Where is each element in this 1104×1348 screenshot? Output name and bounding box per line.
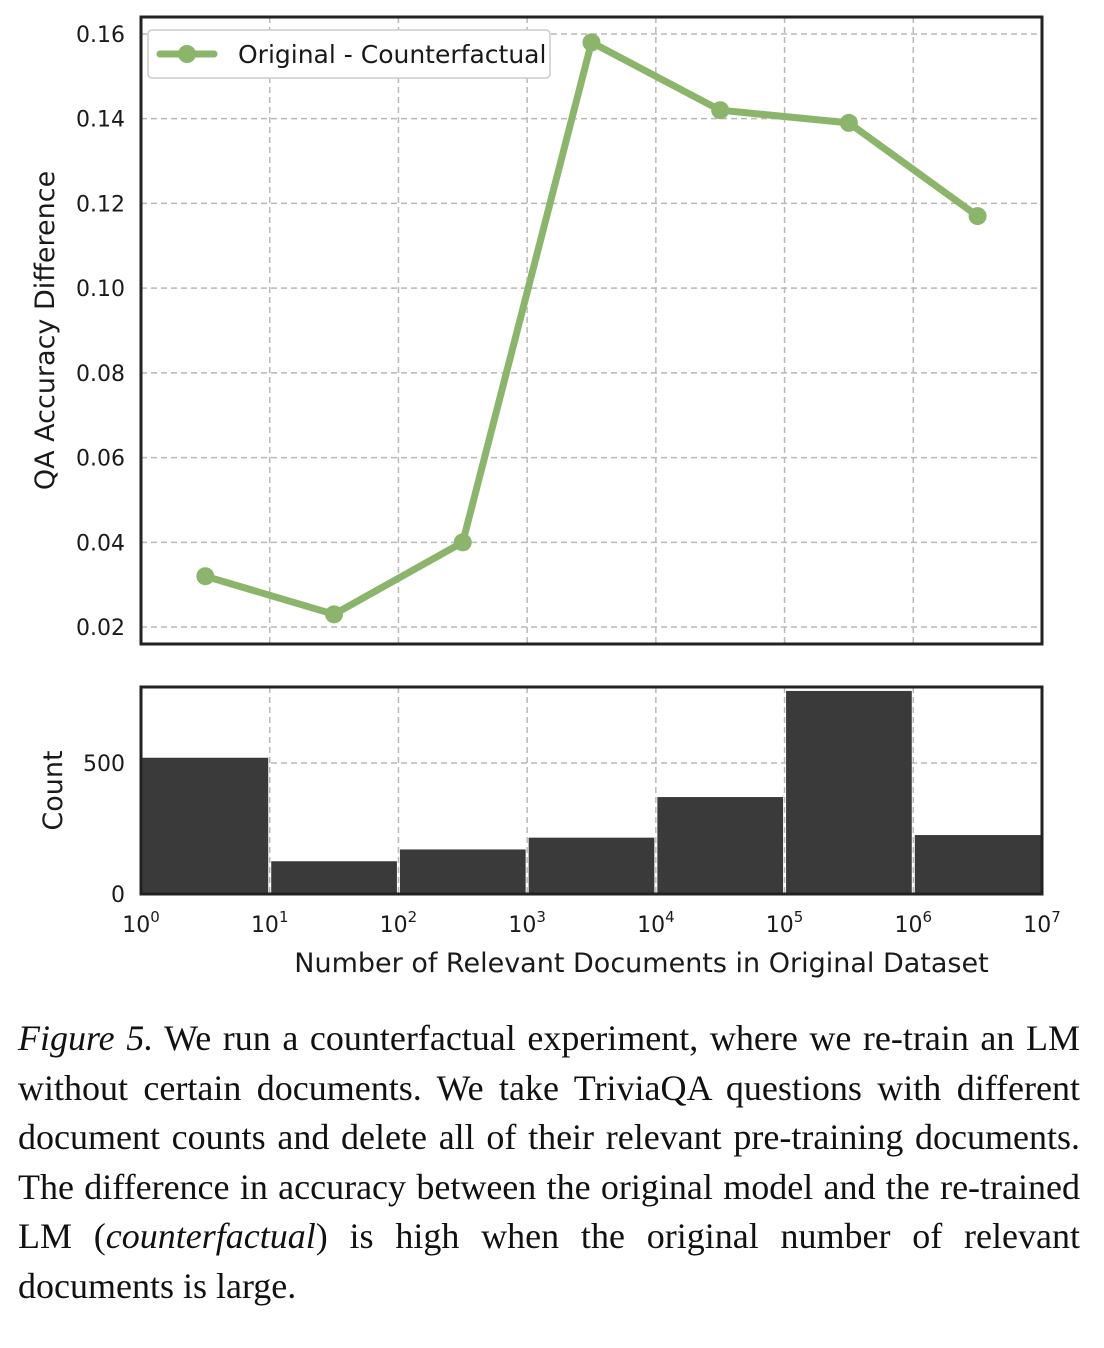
data-point [839, 113, 858, 132]
top-y-tick-label: 0.12 [76, 192, 125, 217]
top-y-tick-label: 0.02 [76, 616, 125, 641]
histogram-bar [914, 835, 1041, 894]
top-y-tick-label: 0.06 [76, 447, 125, 472]
top-y-ticks: 0.02 0.04 0.06 0.08 0.10 0.12 0.14 0.16 [76, 23, 125, 641]
histogram-bar [399, 849, 526, 894]
x-tick-label: 106 [895, 908, 933, 938]
data-point [968, 207, 987, 226]
data-point [453, 533, 472, 552]
x-tick-label: 104 [637, 908, 675, 938]
caption-text-after: ) is high when the original number of re… [18, 1216, 1080, 1306]
x-tick-label: 105 [766, 908, 804, 938]
data-point [196, 567, 215, 586]
top-y-tick-label: 0.04 [76, 531, 125, 556]
histogram-bar [786, 690, 912, 894]
data-point [582, 33, 601, 52]
top-y-axis-label: QA Accuracy Difference [30, 171, 61, 490]
caption-emphasis: counterfactual [105, 1216, 316, 1256]
bottom-plot-frame [139, 685, 1044, 896]
top-y-tick-label: 0.16 [76, 23, 125, 48]
data-point [711, 101, 730, 120]
histogram-bar [657, 797, 784, 894]
top-grid [140, 17, 1043, 644]
top-y-tick-label: 0.10 [76, 277, 125, 302]
caption-figure-label: Figure 5. [18, 1018, 154, 1058]
data-point [325, 605, 344, 624]
x-axis-label: Number of Relevant Documents in Original… [294, 948, 988, 979]
x-tick-label: 102 [380, 908, 418, 938]
histogram-bars [142, 690, 1041, 894]
series-line [201, 38, 982, 618]
legend-marker-swatch [178, 45, 196, 63]
bottom-y-axis-label: Count [38, 750, 69, 830]
top-series [196, 33, 987, 624]
top-plot-frame [139, 15, 1044, 646]
x-tick-label: 100 [122, 908, 160, 938]
histogram-bar [528, 837, 655, 894]
top-y-tick-label: 0.14 [76, 108, 125, 133]
bottom-y-tick-label: 0 [111, 883, 125, 908]
legend-box [147, 29, 551, 79]
top-panel: 0.02 0.04 0.06 0.08 0.10 0.12 0.14 0.16 QA Accu… [30, 15, 1044, 646]
legend-entry-original-counterfactual: Original - Counterfactual [238, 40, 546, 69]
bottom-y-ticks: 0 500 [83, 752, 125, 908]
top-y-tick-label: 0.08 [76, 362, 125, 387]
histogram-bar [271, 861, 397, 894]
x-tick-label: 107 [1023, 908, 1061, 938]
bottom-y-tick-label: 500 [83, 752, 125, 777]
legend: Original - Counterfactual [147, 29, 551, 79]
caption-text-before: We run a counterfactual experiment, wher… [18, 1018, 1080, 1256]
x-ticks: 100 101 102 103 104 105 106 107 [122, 908, 1061, 938]
x-tick-label: 101 [251, 908, 289, 938]
histogram-bar [142, 757, 269, 894]
x-tick-label: 103 [508, 908, 546, 938]
figure-caption: Figure 5. We run a counterfactual experi… [18, 1014, 1080, 1311]
chart: 0.02 0.04 0.06 0.08 0.10 0.12 0.14 0.16 QA Accu… [30, 15, 1061, 979]
bottom-panel: 0 500 100 101 102 103 104 105 106 107 Count Numb… [38, 685, 1061, 979]
